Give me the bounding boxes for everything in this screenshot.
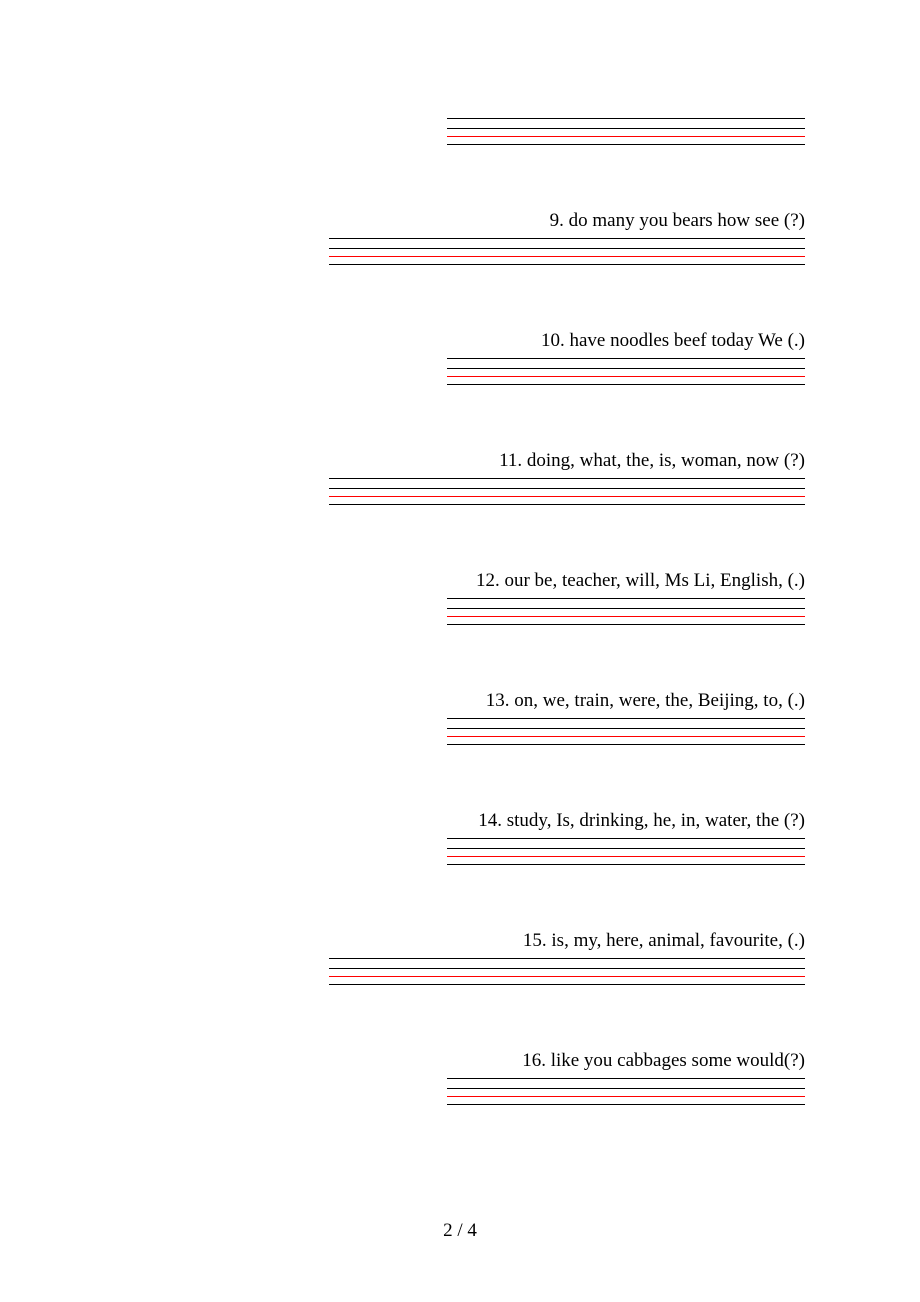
rule-line-red <box>329 976 805 977</box>
rule-line-red <box>329 496 805 497</box>
rule-line <box>329 264 805 265</box>
rule-line-red <box>447 1096 805 1097</box>
question-15: 15. is, my, here, animal, favourite, (.) <box>329 930 805 952</box>
answer-lines-16 <box>447 1078 805 1105</box>
rule-line <box>447 144 805 145</box>
rule-line <box>447 864 805 865</box>
question-text: 10. have noodles beef today We (.) <box>447 330 805 352</box>
answer-lines-12 <box>447 598 805 625</box>
rule-line <box>447 608 805 609</box>
answer-lines-10 <box>447 358 805 385</box>
rule-line <box>447 744 805 745</box>
rule-line <box>329 958 805 959</box>
rule-line-red <box>447 136 805 137</box>
answer-lines-14 <box>447 838 805 865</box>
question-text: 9. do many you bears how see (?) <box>329 210 805 232</box>
rule-line <box>447 384 805 385</box>
rule-line <box>447 838 805 839</box>
answer-lines-13 <box>447 718 805 745</box>
rule-line <box>447 1088 805 1089</box>
rule-line <box>329 238 805 239</box>
rule-line <box>447 128 805 129</box>
page-number: 2 / 4 <box>0 1220 920 1242</box>
answer-lines-9 <box>329 238 805 265</box>
rule-line-red <box>447 856 805 857</box>
rule-line <box>447 718 805 719</box>
rule-line-red <box>447 616 805 617</box>
rule-line <box>447 848 805 849</box>
rule-line <box>447 598 805 599</box>
rule-line-red <box>447 376 805 377</box>
question-text: 13. on, we, train, were, the, Beijing, t… <box>447 690 805 712</box>
question-13: 13. on, we, train, were, the, Beijing, t… <box>447 690 805 712</box>
question-text: 16. like you cabbages some would(?) <box>447 1050 805 1072</box>
question-11: 11. doing, what, the, is, woman, now (?) <box>329 450 805 472</box>
rule-line <box>447 1104 805 1105</box>
question-12: 12. our be, teacher, will, Ms Li, Englis… <box>447 570 805 592</box>
question-text: 11. doing, what, the, is, woman, now (?) <box>329 450 805 472</box>
question-16: 16. like you cabbages some would(?) <box>447 1050 805 1072</box>
rule-line <box>447 624 805 625</box>
rule-line-red <box>329 256 805 257</box>
question-14: 14. study, Is, drinking, he, in, water, … <box>447 810 805 832</box>
rule-line <box>329 488 805 489</box>
page: 9. do many you bears how see (?) 10. hav… <box>0 0 920 1302</box>
answer-lines-15 <box>329 958 805 985</box>
rule-line <box>447 368 805 369</box>
rule-line <box>329 968 805 969</box>
rule-line <box>329 478 805 479</box>
question-10: 10. have noodles beef today We (.) <box>447 330 805 352</box>
rule-line <box>447 358 805 359</box>
rule-line <box>447 118 805 119</box>
question-text: 15. is, my, here, animal, favourite, (.) <box>329 930 805 952</box>
question-text: 12. our be, teacher, will, Ms Li, Englis… <box>447 570 805 592</box>
answer-lines-top <box>447 118 805 145</box>
question-9: 9. do many you bears how see (?) <box>329 210 805 232</box>
rule-line <box>329 984 805 985</box>
answer-lines-11 <box>329 478 805 505</box>
rule-line-red <box>447 736 805 737</box>
question-text: 14. study, Is, drinking, he, in, water, … <box>447 810 805 832</box>
rule-line <box>329 504 805 505</box>
rule-line <box>447 728 805 729</box>
rule-line <box>447 1078 805 1079</box>
rule-line <box>329 248 805 249</box>
